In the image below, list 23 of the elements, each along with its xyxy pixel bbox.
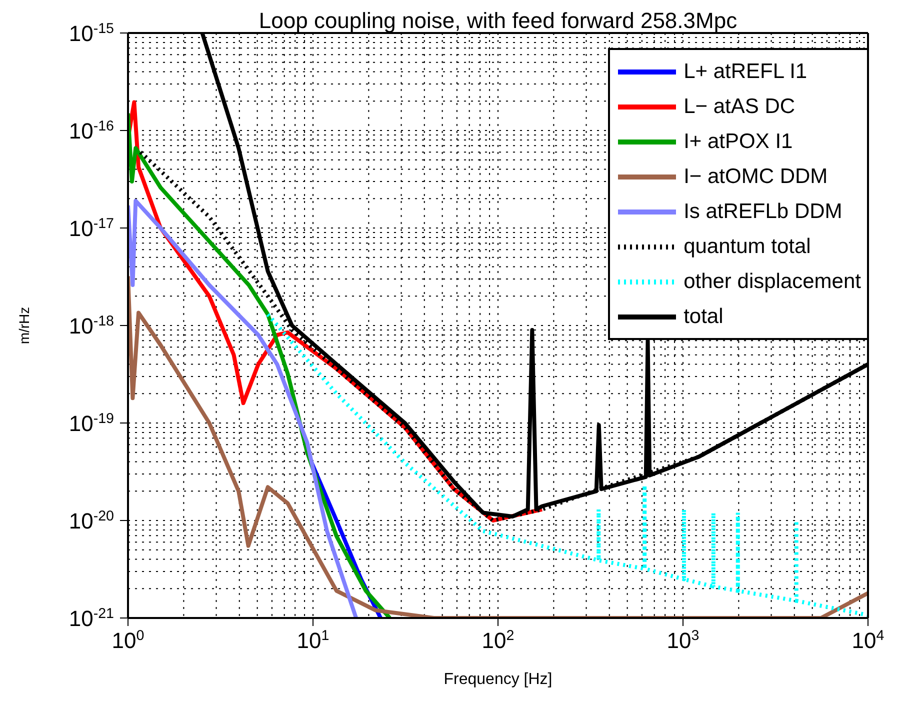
legend-label: other displacement xyxy=(684,270,861,294)
legend-label: L+ atREFL I1 xyxy=(684,60,808,84)
y-tick-label: 10$^{-16}$ xyxy=(68,118,114,144)
x-tick-label: 10$^{3}$ xyxy=(666,628,700,653)
x-tick-label: 10$^{1}$ xyxy=(296,628,330,653)
y-tick-label: 10$^{-15}$ xyxy=(68,21,114,46)
y-tick-label: 10$^{-18}$ xyxy=(68,314,114,338)
y-tick-label: 10$^{-20}$ xyxy=(68,508,114,534)
chart-title: Loop coupling noise, with feed forward 258.3Mpc xyxy=(258,8,738,33)
x-tick-label: 10$^{2}$ xyxy=(482,628,514,653)
y-tick-label: 10$^{-19}$ xyxy=(68,411,114,436)
legend-label: I− atOMC DDM xyxy=(684,164,828,188)
legend-label: total xyxy=(684,304,724,328)
x-axis-title: Frequency [Hz] xyxy=(444,671,552,688)
legend-label: L− atAS DC xyxy=(684,94,796,118)
legend-label: I+ atPOX I1 xyxy=(684,130,793,154)
y-tick-label: 10$^{-17}$ xyxy=(68,216,114,241)
y-tick-label: 10$^{-21}$ xyxy=(68,606,114,631)
legend-label: quantum total xyxy=(684,234,811,258)
legend-label: Is atREFLb DDM xyxy=(684,200,842,224)
x-tick-label: 10$^{4}$ xyxy=(852,628,884,653)
y-axis-title: m/rHz xyxy=(16,306,32,344)
x-tick-label: 10$^{0}$ xyxy=(112,628,144,653)
